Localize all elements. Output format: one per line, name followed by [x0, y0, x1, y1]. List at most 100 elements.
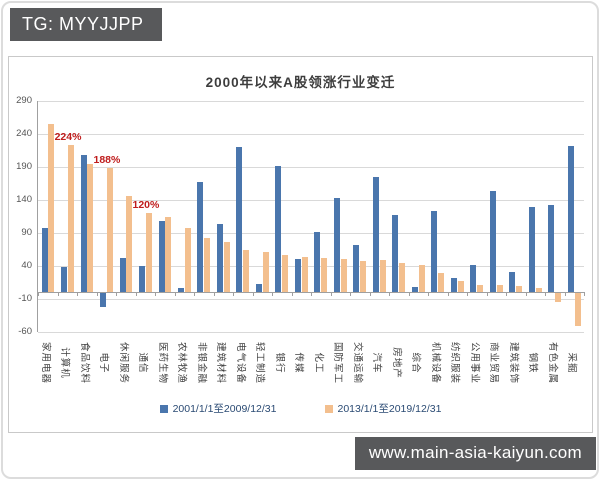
- bar-s1-c14: [294, 258, 301, 293]
- bar-s2-c13: [282, 255, 289, 293]
- x-axis-tick: [155, 292, 156, 297]
- bar-s2-c6: [145, 213, 152, 293]
- gridline: [38, 266, 584, 267]
- bar-value-callout: 188%: [93, 154, 121, 167]
- x-category-label: 公用事业: [466, 336, 486, 398]
- bar-s2-c20: [418, 265, 425, 293]
- bar-s1-c21: [431, 210, 438, 293]
- chart-title: 2000年以来A股领涨行业变迁: [205, 75, 396, 90]
- x-axis-tick: [350, 292, 351, 297]
- bar-s1-c25: [509, 271, 516, 293]
- x-axis-tick: [467, 292, 468, 297]
- gridline: [38, 233, 584, 234]
- bar-s1-c11: [236, 146, 243, 293]
- bar-s2-c3: [87, 164, 93, 293]
- y-tick-label: 90: [21, 227, 32, 238]
- x-category-label: 机械设备: [427, 336, 447, 398]
- x-category-label-text: 有色金属: [546, 341, 558, 385]
- x-category-label-text: 纺织服装: [449, 341, 461, 385]
- x-category-label: 医药生物: [154, 336, 174, 398]
- bar-s2-c5: [126, 196, 132, 293]
- bar-s2-c19: [399, 262, 406, 293]
- gridline: [38, 299, 584, 300]
- bar-s1-c12: [255, 283, 262, 293]
- bar-s2-c18: [379, 260, 386, 293]
- bar-s2-c25: [516, 285, 523, 293]
- x-axis-tick: [447, 292, 449, 297]
- x-category-label: 化工: [310, 336, 330, 398]
- x-axis-tick: [116, 292, 117, 297]
- legend-label-series2: 2013/1/1至2019/12/31: [337, 403, 442, 415]
- bar-s1-c20: [411, 286, 418, 293]
- bar-s1-c10: [216, 224, 223, 293]
- x-category-label: 非银金融: [193, 336, 213, 398]
- x-axis-tick: [252, 292, 254, 297]
- y-tick-label: 290: [16, 95, 32, 106]
- x-axis-tick: [564, 292, 566, 297]
- bar-s2-c9: [204, 238, 211, 293]
- x-axis-tick: [291, 292, 293, 297]
- bar-s1-c9: [197, 182, 204, 293]
- bar-s1-c7: [158, 221, 165, 293]
- gridline: [38, 167, 584, 168]
- x-category-label-text: 建筑装饰: [507, 341, 519, 385]
- bar-s1-c6: [139, 266, 145, 293]
- x-category-label-text: 非银金融: [195, 341, 207, 385]
- x-category-label-text: 通信: [137, 352, 149, 374]
- x-category-label-text: 医药生物: [156, 341, 168, 385]
- x-category-label-text: 房地产: [390, 347, 402, 379]
- x-axis-tick: [233, 292, 234, 297]
- bar-s1-c24: [489, 190, 496, 293]
- bar-s1-c8: [177, 287, 184, 293]
- x-category-label-text: 综合: [410, 352, 422, 374]
- bar-s2-c27: [555, 293, 561, 302]
- x-axis-tick: [389, 292, 390, 297]
- bar-s2-c7: [165, 216, 171, 293]
- y-axis: 290 240 190 140 90 40 -10 -60: [9, 95, 35, 337]
- legend-swatch: [324, 404, 333, 413]
- x-axis-tick: [545, 292, 546, 297]
- x-axis-tick: [408, 292, 410, 297]
- gridline: [38, 200, 584, 201]
- x-category-label: 纺织服装: [447, 336, 467, 398]
- tg-watermark-badge: TG: MYYJJPP: [10, 8, 162, 41]
- x-category-label-text: 轻工制造: [254, 341, 266, 385]
- x-category-label: 食品饮料: [76, 336, 96, 398]
- x-category-label: 建筑装饰: [505, 336, 525, 398]
- legend-swatch: [159, 404, 168, 413]
- x-category-label-text: 汽车: [371, 352, 383, 374]
- x-axis-tick: [486, 292, 488, 297]
- x-category-label: 休闲服务: [115, 336, 135, 398]
- x-category-label: 综合: [408, 336, 428, 398]
- bar-s1-c3: [80, 154, 87, 293]
- bar-s1-c16: [333, 198, 340, 293]
- x-category-label-text: 传媒: [293, 352, 305, 374]
- legend-item-series1: 2001/1/1至2009/12/31: [159, 401, 277, 416]
- bar-s1-c2: [60, 267, 67, 293]
- x-category-label-text: 电气设备: [234, 341, 246, 385]
- bar-s2-c26: [535, 288, 542, 293]
- x-axis-tick: [584, 292, 585, 297]
- x-axis-tick: [311, 292, 312, 297]
- chart-panel: 2000年以来A股领涨行业变迁 290 240 190 140 90 40 -10 -60 2…: [8, 56, 593, 433]
- x-category-label: 家用电器: [37, 336, 57, 398]
- x-category-label: 轻工制造: [252, 336, 272, 398]
- bar-s1-c22: [450, 277, 457, 293]
- bar-s2-c22: [457, 281, 464, 293]
- x-category-label: 房地产: [388, 336, 408, 398]
- x-axis-tick: [77, 292, 78, 297]
- x-category-label: 农林牧渔: [174, 336, 194, 398]
- x-category-label: 有色金属: [544, 336, 564, 398]
- bar-s1-c18: [372, 176, 379, 293]
- x-category-label-text: 银行: [273, 352, 285, 374]
- plot-area: 224% 188% 120%: [37, 101, 585, 333]
- gridline: [38, 101, 584, 102]
- bar-s2-c15: [321, 258, 328, 293]
- x-category-label: 国防军工: [330, 336, 350, 398]
- x-category-label-text: 建筑材料: [215, 341, 227, 385]
- y-tick-label: 140: [16, 194, 32, 205]
- bar-s2-c17: [360, 260, 367, 293]
- x-category-label-text: 家用电器: [39, 341, 51, 385]
- y-tick-label: -60: [18, 326, 32, 337]
- bar-s2-c11: [243, 250, 250, 293]
